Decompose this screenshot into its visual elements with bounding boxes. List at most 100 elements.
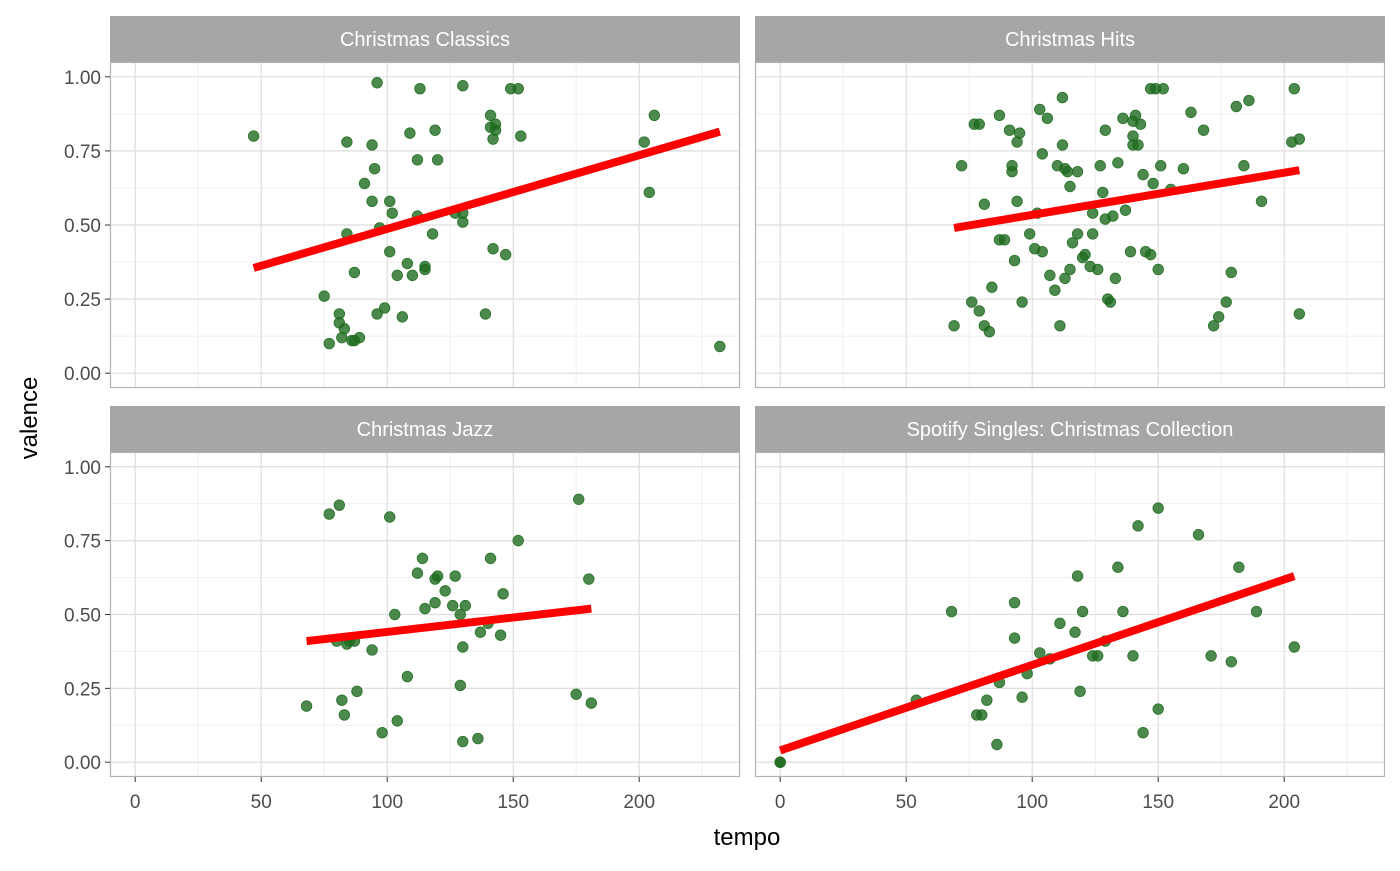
data-point (1127, 650, 1139, 662)
data-point (247, 130, 260, 142)
data-point (1129, 109, 1142, 122)
data-point (1185, 106, 1197, 119)
data-point (411, 154, 424, 166)
data-point (1071, 570, 1084, 582)
data-point (1152, 502, 1164, 514)
data-point (386, 207, 398, 219)
x-tick-label: 100 (371, 792, 403, 813)
data-point (1112, 561, 1124, 573)
data-point (948, 320, 960, 332)
data-point (966, 296, 978, 308)
facet-title: Spotify Singles: Christmas Collection (907, 419, 1234, 441)
data-point (1152, 703, 1164, 715)
data-point (384, 195, 396, 207)
data-point (457, 641, 469, 653)
data-point (1137, 168, 1149, 181)
data-point (401, 670, 414, 683)
data-point (1099, 124, 1111, 136)
data-point (414, 82, 426, 95)
data-point (1092, 650, 1104, 662)
data-point (487, 243, 499, 255)
data-point (1056, 139, 1069, 151)
data-point (1233, 561, 1245, 573)
data-point (351, 685, 363, 698)
data-point (376, 726, 388, 739)
data-point (1127, 130, 1139, 142)
data-point (333, 499, 346, 511)
trend-line (252, 127, 721, 272)
facet-panel: Christmas Jazz (109, 406, 741, 778)
data-point (499, 248, 512, 261)
data-point (1117, 112, 1129, 125)
facet-panel: Christmas Hits (754, 16, 1386, 389)
data-point (457, 735, 469, 748)
data-point (1109, 272, 1122, 285)
y-tick-label: 0.50 (64, 216, 101, 237)
data-point (1117, 605, 1129, 618)
data-point (1132, 520, 1144, 532)
data-point (1008, 254, 1021, 267)
data-point (1225, 656, 1237, 668)
data-point (419, 263, 431, 276)
data-point (1293, 133, 1306, 145)
data-point (457, 216, 469, 228)
data-point (1066, 237, 1079, 249)
data-point (1094, 160, 1106, 172)
y-tick-label: 0.25 (64, 290, 101, 311)
data-point (1041, 112, 1054, 125)
data-point (431, 154, 444, 166)
data-point (384, 245, 396, 258)
data-point (1243, 94, 1255, 107)
data-point (457, 80, 469, 92)
data-point (384, 511, 396, 523)
x-tick-label: 50 (896, 792, 917, 813)
data-point (955, 160, 968, 172)
data-point (497, 588, 509, 600)
data-point (489, 118, 502, 130)
y-tick-label: 1.00 (64, 458, 101, 479)
data-point (474, 626, 487, 638)
x-tick-label: 150 (497, 792, 529, 813)
y-tick-label: 0.75 (64, 532, 101, 553)
data-point (1076, 605, 1089, 618)
data-point (1016, 691, 1028, 703)
data-point (1071, 228, 1084, 240)
facet-title: Christmas Hits (1005, 29, 1135, 51)
data-point (439, 585, 451, 597)
data-point (300, 700, 313, 712)
data-point (348, 266, 361, 279)
data-point (1107, 210, 1119, 222)
data-point (1155, 160, 1167, 172)
data-point (401, 257, 414, 270)
y-tick-label: 0.00 (64, 364, 101, 385)
data-point (993, 109, 1006, 122)
data-point (431, 570, 444, 582)
data-point (1054, 617, 1066, 630)
x-tick-label: 100 (1016, 792, 1048, 813)
data-point (416, 552, 429, 565)
facet-panel: Spotify Singles: Christmas Collection (754, 406, 1386, 778)
data-point (1092, 263, 1104, 276)
data-point (983, 325, 996, 338)
data-point (338, 323, 351, 335)
data-point (1225, 266, 1237, 279)
data-point (1059, 272, 1071, 285)
data-point (1152, 263, 1164, 276)
data-point (1086, 228, 1099, 240)
data-point (1112, 157, 1124, 169)
data-point (1008, 596, 1021, 609)
data-point (643, 186, 655, 199)
data-point (1061, 165, 1074, 178)
data-point (573, 493, 585, 505)
data-point (404, 127, 416, 139)
facet-strip (110, 406, 740, 452)
data-point (986, 281, 998, 293)
data-point (981, 694, 993, 706)
data-point (1288, 82, 1300, 95)
data-point (336, 694, 348, 706)
data-point (1192, 529, 1205, 541)
data-point (1034, 103, 1046, 116)
data-point (366, 139, 378, 151)
data-point (1119, 204, 1132, 216)
data-point (714, 340, 726, 353)
